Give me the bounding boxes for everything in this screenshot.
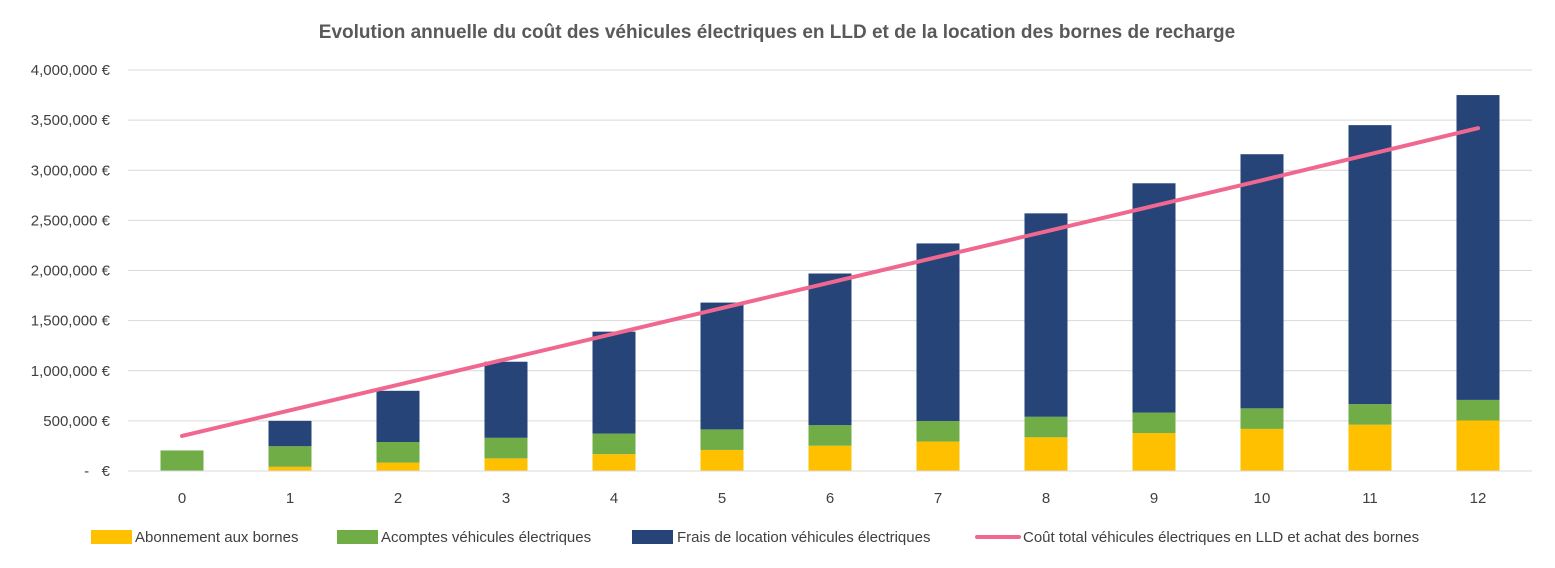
bar-segment-1-cat-10: [1240, 428, 1284, 471]
total-cost-series-line: [180, 126, 1480, 438]
x-tick-label: 0: [178, 490, 186, 507]
bar-segment-3-cat-6: [808, 273, 852, 426]
chart-title: Evolution annuelle du coût des véhicules…: [319, 22, 1235, 43]
bar-segment-2-cat-7: [916, 420, 960, 442]
bar-segment-2-cat-4: [592, 433, 636, 455]
y-axis-ticks: - € 500,000 € 1,000,000 € 1,500,000 € 2,000,…: [31, 62, 111, 480]
legend-label: Coût total véhicules électriques en LLD …: [1023, 529, 1419, 546]
y-tick-label: 2,500,000 €: [31, 212, 111, 229]
bar-segment-1-cat-1: [268, 466, 312, 471]
x-tick-label: 10: [1254, 490, 1271, 507]
y-tick-label: 3,500,000 €: [31, 112, 111, 129]
y-tick-label: 2,000,000 €: [31, 263, 111, 280]
bar-segment-3-cat-12: [1456, 95, 1500, 400]
y-tick-label: 1,500,000 €: [31, 313, 111, 330]
x-tick-label: 5: [718, 490, 726, 507]
bar-segment-3-cat-9: [1132, 183, 1176, 413]
legend: Abonnement aux bornes Acomptes véhicules …: [91, 529, 1419, 546]
x-tick-label: 4: [610, 490, 618, 507]
total-cost-line: [180, 126, 1480, 438]
bar-segment-2-cat-6: [808, 425, 852, 446]
bar-segment-3-cat-7: [916, 243, 960, 421]
y-tick-label: - €: [84, 463, 110, 480]
bar-segment-1-cat-12: [1456, 420, 1500, 471]
x-tick-label: 7: [934, 490, 942, 507]
legend-swatch: [337, 530, 378, 544]
bar-segment-3-cat-5: [700, 302, 744, 430]
bar-segment-3-cat-1: [268, 420, 312, 447]
bar-segment-3-cat-4: [592, 331, 636, 434]
bar-segment-3-cat-10: [1240, 154, 1284, 409]
y-tick-label: 3,000,000 €: [31, 162, 111, 179]
x-tick-label: 2: [394, 490, 402, 507]
bar-segment-3-cat-8: [1024, 213, 1068, 417]
legend-swatch: [632, 530, 673, 544]
x-tick-label: 12: [1470, 490, 1487, 507]
y-tick-label: 1,000,000 €: [31, 363, 111, 380]
bar-segment-1-cat-4: [592, 454, 636, 471]
bar-segment-2-cat-9: [1132, 412, 1176, 434]
bar-segment-3-cat-3: [484, 361, 528, 438]
bar-segment-1-cat-7: [916, 441, 960, 471]
x-tick-label: 8: [1042, 490, 1050, 507]
bar-segment-2-cat-0: [160, 450, 204, 471]
bar-segment-1-cat-11: [1348, 424, 1392, 471]
bar-segment-3-cat-11: [1348, 125, 1392, 405]
bars: [160, 95, 1500, 471]
bar-segment-2-cat-12: [1456, 399, 1500, 421]
bar-segment-1-cat-2: [376, 462, 420, 471]
legend-label: Abonnement aux bornes: [135, 529, 298, 546]
y-tick-label: 4,000,000 €: [31, 62, 111, 79]
bar-segment-3-cat-2: [376, 390, 420, 443]
bar-segment-1-cat-6: [808, 445, 852, 471]
y-tick-label: 500,000 €: [43, 413, 110, 430]
bar-segment-2-cat-5: [700, 429, 744, 450]
bar-segment-2-cat-3: [484, 437, 528, 459]
bar-segment-2-cat-1: [268, 446, 312, 467]
bar-segment-2-cat-11: [1348, 404, 1392, 425]
bar-segment-1-cat-3: [484, 458, 528, 471]
bar-segment-1-cat-8: [1024, 437, 1068, 471]
x-tick-label: 9: [1150, 490, 1158, 507]
bar-segment-2-cat-8: [1024, 416, 1068, 438]
bar-segment-1-cat-9: [1132, 433, 1176, 471]
legend-label: Acomptes véhicules électriques: [381, 529, 591, 546]
legend-swatch: [91, 530, 132, 544]
x-tick-label: 11: [1362, 490, 1378, 507]
bar-segment-1-cat-5: [700, 449, 744, 471]
x-tick-label: 3: [502, 490, 510, 507]
x-tick-label: 1: [286, 490, 294, 507]
x-axis-ticks: 0 1 2 3 4 5 6 7 8 9 10 11 12: [178, 490, 1487, 507]
legend-label: Frais de location véhicules électriques: [677, 529, 930, 546]
bar-segment-2-cat-10: [1240, 408, 1284, 429]
bar-segment-2-cat-2: [376, 442, 420, 463]
x-tick-label: 6: [826, 490, 834, 507]
